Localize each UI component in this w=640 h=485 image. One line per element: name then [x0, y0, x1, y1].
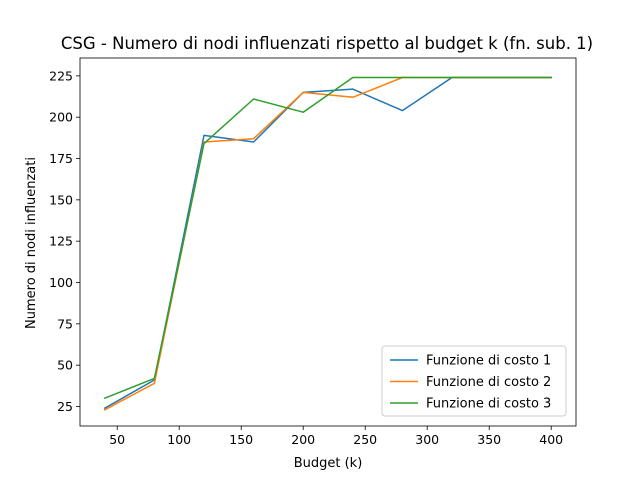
legend: Funzione di costo 1 Funzione di costo 2 Fu… [381, 345, 567, 417]
y-tick-label: 150 [49, 192, 73, 207]
x-tick-label: 300 [415, 432, 439, 447]
y-tick-label: 50 [57, 358, 73, 373]
x-tick-label: 400 [539, 432, 563, 447]
axes-frame [79, 57, 577, 427]
y-tick-label: 100 [49, 275, 73, 290]
y-axis-label: Numero di nodi influenzati [24, 157, 39, 329]
legend-label-2: Funzione di costo 2 [426, 375, 551, 390]
series-line-3 [103, 76, 552, 400]
x-tick-label: 150 [229, 432, 253, 447]
x-tick-label: 350 [477, 432, 501, 447]
x-tick-label: 50 [109, 432, 125, 447]
y-tick-label: 125 [49, 234, 73, 249]
y-tick-label: 225 [49, 68, 73, 83]
y-tick-label: 175 [49, 151, 73, 166]
legend-label-1: Funzione di costo 1 [426, 354, 551, 369]
legend-box [381, 345, 567, 417]
y-tick-label: 75 [57, 316, 73, 331]
plot-area: 50 100 150 200 250 300 350 400 25 50 75 100 125 150 17… [49, 57, 577, 447]
chart-title: CSG - Numero di nodi influenzati rispett… [61, 34, 593, 53]
x-tick-label: 100 [167, 432, 191, 447]
x-axis-label: Budget (k) [294, 456, 363, 471]
legend-label-3: Funzione di costo 3 [426, 397, 551, 412]
x-tick-label: 200 [291, 432, 315, 447]
x-tick-label: 250 [353, 432, 377, 447]
y-tick-label: 200 [49, 110, 73, 125]
y-tick-label: 25 [57, 399, 73, 414]
